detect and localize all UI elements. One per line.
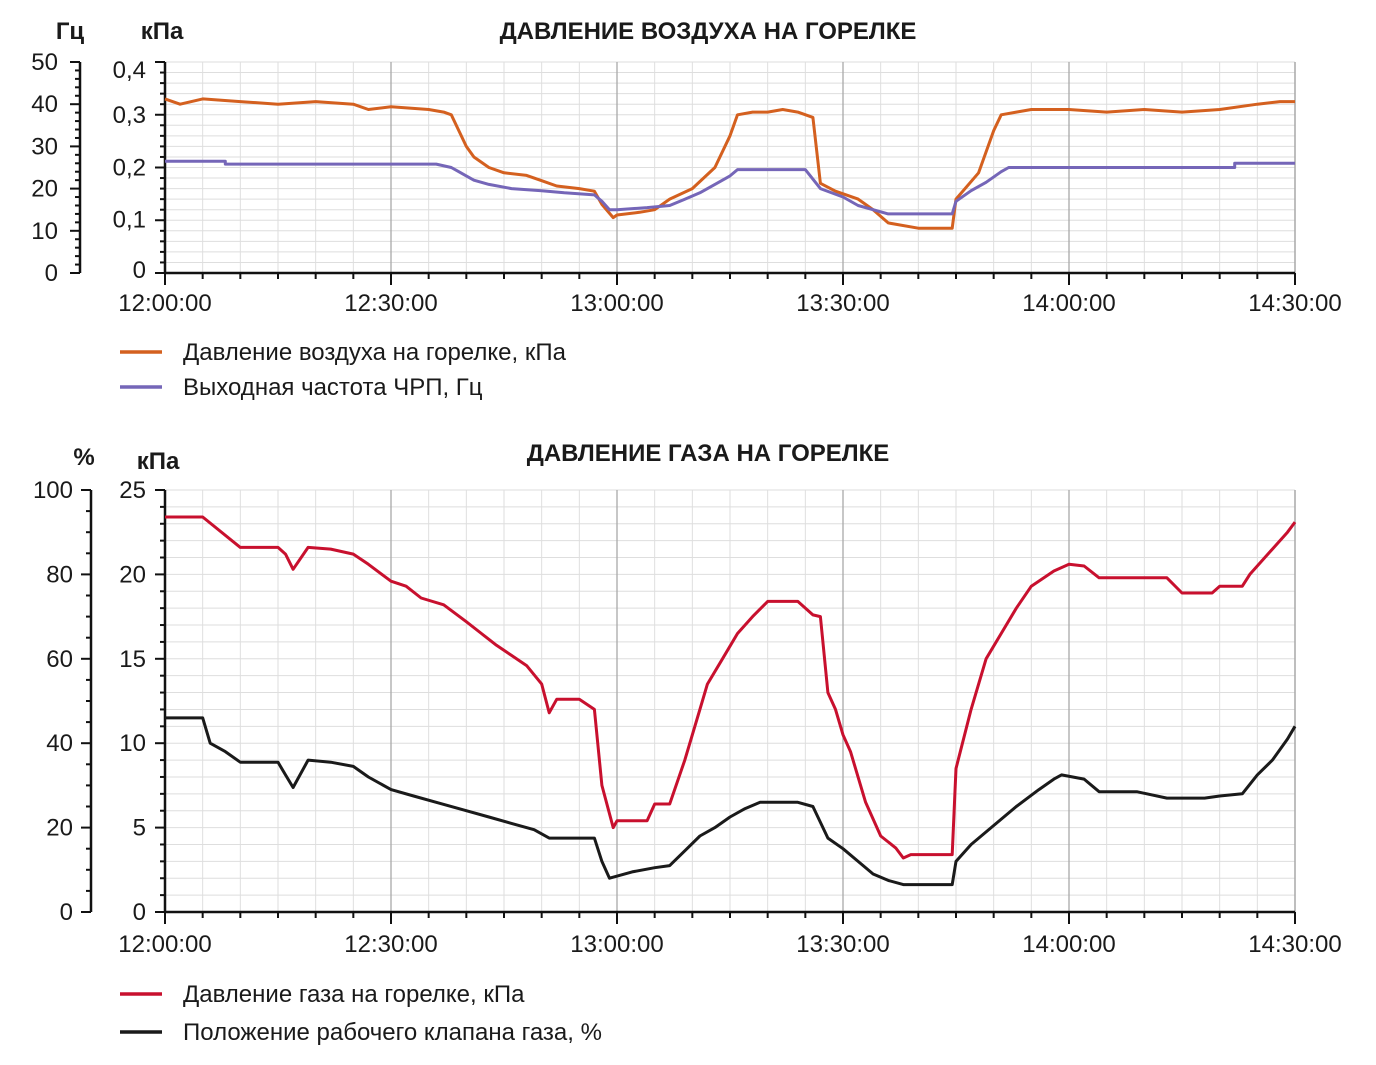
series-line	[164, 97, 1295, 230]
outer-axis-tick-label: 50	[31, 49, 58, 76]
gas-pressure-chart: ДАВЛЕНИЕ ГАЗА НА ГОРЕЛКЕ % кПа 0 20 40 60 80…	[33, 440, 1342, 1046]
inner-axis-tick-label: 10	[119, 730, 146, 757]
inner-axis-tick-label: 0	[133, 899, 146, 926]
outer-axis-tick-label: 10	[31, 218, 58, 245]
outer-axis-tick-label: 20	[31, 176, 58, 203]
inner-axis-tick-label: 0,2	[113, 155, 146, 182]
outer-axis-tick-label: 40	[46, 730, 73, 757]
chart-title: ДАВЛЕНИЕ ГАЗА НА ГОРЕЛКЕ	[527, 440, 890, 467]
inner-axis-tick-label: 5	[133, 815, 146, 842]
legend-label: Выходная частота ЧРП, Гц	[183, 374, 483, 401]
series-line	[165, 515, 1297, 860]
legend-label: Положение рабочего клапана газа, %	[183, 1019, 602, 1046]
x-axis-tick-label: 12:30:00	[344, 931, 437, 958]
legend-label: Давление воздуха на горелке, кПа	[183, 339, 567, 366]
tick-labels: 0 20 40 60 80 100 0 5 10 15 20 25 12:00:00 12:30:00 13…	[33, 477, 1342, 958]
x-axis-tick-label: 14:30:00	[1248, 290, 1341, 317]
outer-axis-tick-label: 40	[31, 91, 58, 118]
outer-axis-tick-label: 80	[46, 561, 73, 588]
outer-axis-tick-label: 100	[33, 477, 73, 504]
inner-axis-unit: кПа	[141, 18, 184, 45]
x-axis-tick-label: 14:30:00	[1248, 931, 1341, 958]
x-axis-tick-label: 12:30:00	[344, 290, 437, 317]
grid	[164, 61, 1296, 274]
outer-axis-tick-label: 20	[46, 815, 73, 842]
inner-axis-tick-label: 20	[119, 561, 146, 588]
axes	[70, 61, 1296, 285]
legend-label: Давление газа на горелке, кПа	[183, 981, 525, 1008]
inner-axis-tick-label: 25	[119, 477, 146, 504]
inner-axis-unit: кПа	[137, 448, 180, 475]
series-lines	[164, 97, 1295, 230]
outer-axis-tick-label: 30	[31, 133, 58, 160]
x-axis-tick-label: 14:00:00	[1022, 931, 1115, 958]
x-axis-tick-label: 12:00:00	[118, 931, 211, 958]
x-axis-tick-label: 13:00:00	[570, 931, 663, 958]
series-line	[165, 716, 1297, 887]
outer-axis-tick-label: 0	[45, 260, 58, 287]
x-axis-tick-label: 13:30:00	[796, 290, 889, 317]
chart-title: ДАВЛЕНИЕ ВОЗДУХА НА ГОРЕЛКЕ	[500, 18, 917, 45]
outer-axis-tick-label: 0	[60, 899, 73, 926]
air-pressure-chart: ДАВЛЕНИЕ ВОЗДУХА НА ГОРЕЛКЕ Гц кПа 0 10 20…	[31, 18, 1341, 401]
outer-axis-tick-label: 60	[46, 646, 73, 673]
x-axis-tick-label: 14:00:00	[1022, 290, 1115, 317]
axes	[81, 489, 1296, 924]
inner-axis-tick-label: 0	[133, 257, 146, 284]
tick-labels: 0 10 20 30 40 50 0 0,1 0,2 0,3 0,4 12:00:00 12:30:00…	[31, 49, 1341, 317]
legend: Давление газа на горелке, кПа Положение р…	[120, 981, 602, 1046]
grid	[164, 489, 1296, 913]
inner-axis-tick-label: 0,1	[113, 206, 146, 233]
series-line	[165, 159, 1295, 216]
x-axis-tick-label: 12:00:00	[118, 290, 211, 317]
legend: Давление воздуха на горелке, кПа Выходная…	[120, 339, 567, 401]
x-axis-tick-label: 13:00:00	[570, 290, 663, 317]
inner-axis-tick-label: 15	[119, 646, 146, 673]
outer-axis-unit: Гц	[56, 18, 85, 45]
series-lines	[165, 515, 1297, 887]
x-axis-tick-label: 13:30:00	[796, 931, 889, 958]
inner-axis-tick-label: 0,4	[113, 57, 146, 84]
inner-axis-tick-label: 0,3	[113, 102, 146, 129]
outer-axis-unit: %	[73, 444, 94, 471]
